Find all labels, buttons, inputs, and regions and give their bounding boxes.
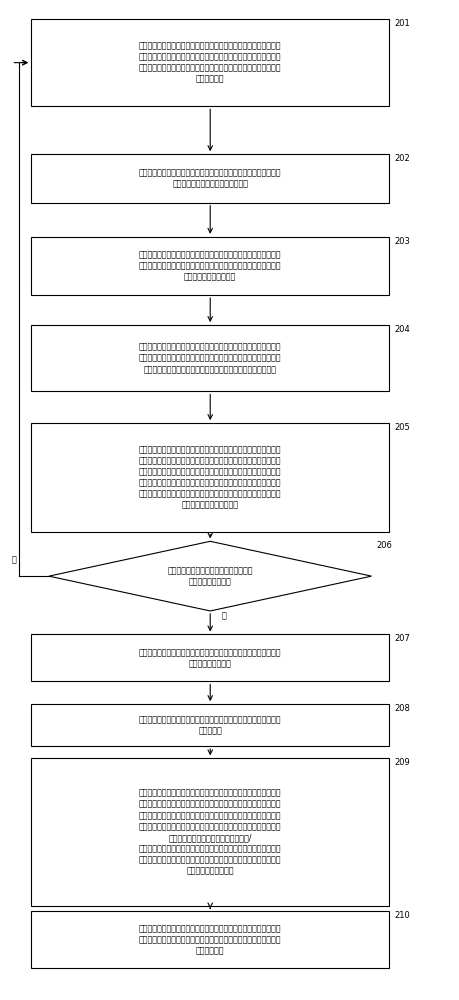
Text: 电子设备检测益智美学习画面显示界面是
否发生五指按压操作: 电子设备检测益智美学习画面显示界面是 否发生五指按压操作 [167,566,252,586]
Text: 是: 是 [221,612,225,621]
Text: 210: 210 [394,911,409,920]
Text: 电子设备检测用户从显示的目标按压指纹绑定的所有联系人标识中选
取的至少一个目标联系人标识，并将截屏画面分享至目标联系人标识
对应的联系人: 电子设备检测用户从显示的目标按压指纹绑定的所有联系人标识中选 取的至少一个目标联… [139,924,281,955]
Text: 205: 205 [394,423,409,432]
Bar [31,758,388,906]
Bar [31,325,388,391]
Text: 电子设备通过不可见光源照射用户眼球，在用户的两个眼球上各形成
一个反射光斑，将计算得到的两个光斑距离与预设的两个光斑距离进
行比较，若计算得到的两个光斑距离大于: 电子设备通过不可见光源照射用户眼球，在用户的两个眼球上各形成 一个反射光斑，将计… [139,445,281,510]
Bar [31,704,388,746]
Text: 电子设备检测用户在电子设备的益智美学习画面显示界面上输入的滑
动轨迹的轨迹长度和轨迹方向；其中，该益智美学习画面显示界面上
被预先根据美术构图定义有左侧视觉中心: 电子设备检测用户在电子设备的益智美学习画面显示界面上输入的滑 动轨迹的轨迹长度和… [139,41,281,84]
Text: 电子设备对益智美学习画面显示界面显示的最终学习画面执行截屏操
作，以获得截屏画面: 电子设备对益智美学习画面显示界面显示的最终学习画面执行截屏操 作，以获得截屏画面 [139,648,281,668]
Bar [31,911,388,968]
Text: 203: 203 [394,237,409,246]
Text: 201: 201 [394,19,409,28]
Text: 202: 202 [394,154,409,163]
Text: 电子设备在本地存储选项被用户触及时，将截屏画面存储至电子设备
的相册中；或者，在分享选项被用户触及时，识别上述的五指按压操
作对应的五指按压指纹中是否存在有目标: 电子设备在本地存储选项被用户触及时，将截屏画面存储至电子设备 的相册中；或者，在… [139,789,281,875]
Text: 208: 208 [394,704,409,713]
Bar [31,634,388,681]
Text: 电子设备弹出截屏界面，该截屏界面包括截屏画面、本地存储选项以
及分享选项: 电子设备弹出截屏界面，该截屏界面包括截屏画面、本地存储选项以 及分享选项 [139,715,281,735]
Bar [31,154,388,203]
Text: 204: 204 [394,325,409,334]
Text: 电子设备对初始学习画面进行调节，以使调节后的最终学习画面上的
画面主体构图的中心点与最佳视角中心点重叠；其中，该画面主体构
图是初始学习画面上的用于显示益智美学: 电子设备对初始学习画面进行调节，以使调节后的最终学习画面上的 画面主体构图的中心… [139,343,281,374]
Text: 电子设备从左侧视觉中心点、中间视觉中心点以及右侧视觉中心点中
，寻找出在该轨迹方向上的、该滑动轨迹的终点最靠近的某一视觉中
心点作为最佳视觉中心点: 电子设备从左侧视觉中心点、中间视觉中心点以及右侧视觉中心点中 ，寻找出在该轨迹方… [139,250,281,282]
Text: 207: 207 [394,634,409,643]
Text: 否: 否 [12,555,17,564]
Bar [31,19,388,106]
Text: 206: 206 [376,541,392,550]
Polygon shape [49,541,371,611]
Bar [31,237,388,295]
Text: 电子设备根据该轨迹长度和轨迹方向，更新益智美学习画面显示界面
显示的学习画面，获得初始学习画面: 电子设备根据该轨迹长度和轨迹方向，更新益智美学习画面显示界面 显示的学习画面，获… [139,168,281,189]
Bar [31,423,388,532]
Text: 209: 209 [394,758,409,767]
